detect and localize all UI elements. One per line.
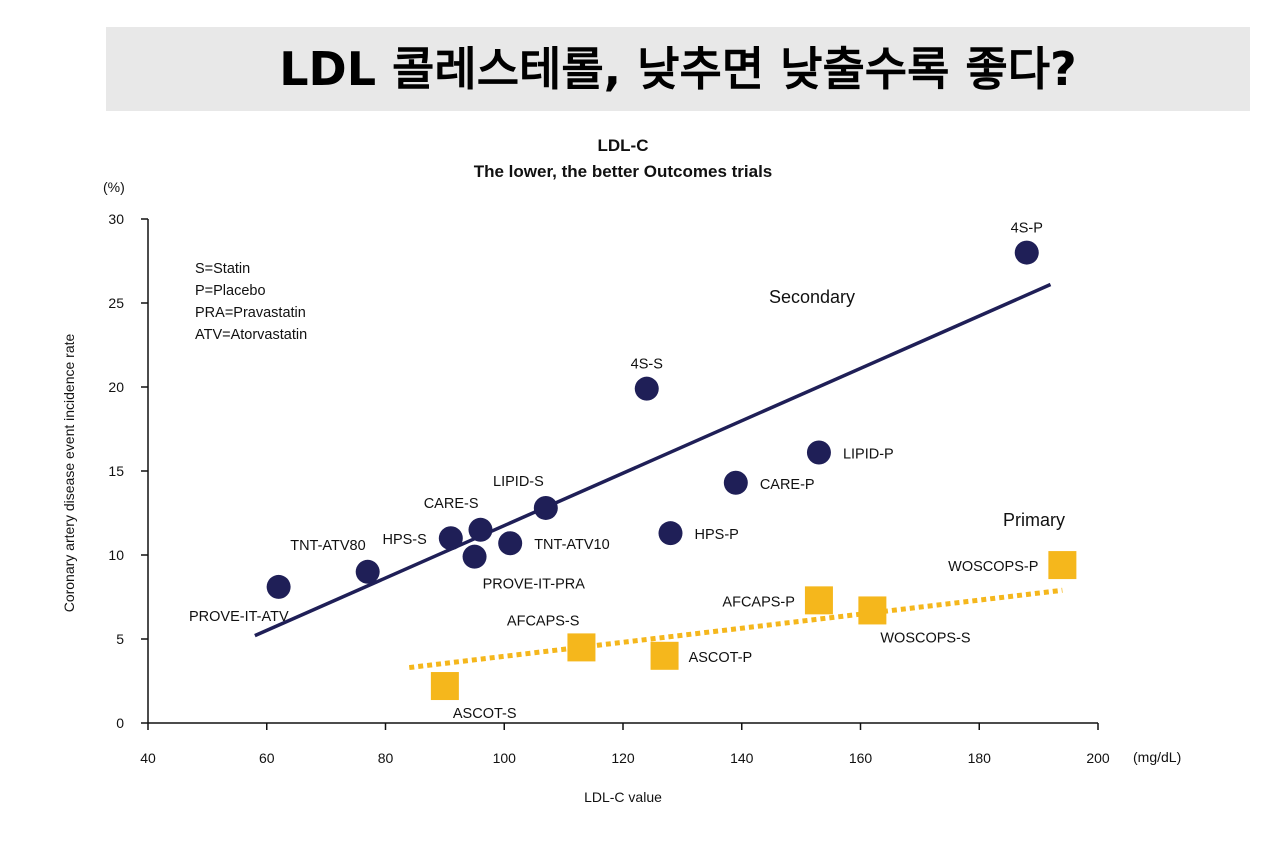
x-tick-label: 180 — [968, 750, 992, 766]
secondary-point — [1014, 240, 1039, 265]
primary-point — [650, 641, 679, 670]
x-tick-label: 40 — [140, 750, 156, 766]
point-label: TNT-ATV10 — [534, 537, 609, 553]
point-label: 4S-S — [631, 357, 663, 373]
secondary-point — [438, 526, 463, 551]
y-tick-label: 15 — [108, 463, 124, 479]
point-label: HPS-P — [695, 527, 739, 543]
y-tick-label: 10 — [108, 547, 124, 563]
chart-subtitle: The lower, the better Outcomes trials — [474, 162, 773, 181]
point-label: PROVE-IT-PRA — [483, 577, 586, 593]
chart-title: LDL-C — [598, 136, 649, 155]
secondary-trendline — [254, 282, 1052, 638]
point-label: TNT-ATV80 — [290, 538, 365, 554]
secondary-group-label: Secondary — [769, 287, 855, 307]
secondary-point — [806, 440, 831, 465]
legend-note: P=Placebo — [195, 283, 266, 299]
legend-note: PRA=Pravastatin — [195, 305, 306, 321]
primary-point — [804, 586, 833, 615]
point-label: WOSCOPS-S — [880, 630, 970, 646]
point-label: AFCAPS-P — [722, 594, 795, 610]
secondary-point — [533, 495, 558, 520]
x-tick-label: 140 — [730, 750, 754, 766]
secondary-point — [634, 376, 659, 401]
point-labels: PROVE-IT-ATV TNT-ATV80 HPS-S CARE-S PROVE-IT… — [189, 221, 1043, 722]
point-label: WOSCOPS-P — [948, 559, 1038, 575]
primary-trendline — [408, 587, 1063, 671]
secondary-point — [723, 470, 748, 495]
point-label: ASCOT-S — [453, 706, 517, 722]
title-banner: LDL 콜레스테롤, 낮추면 낮출수록 좋다? — [106, 27, 1250, 111]
trendlines — [254, 282, 1063, 671]
primary-point — [1048, 551, 1077, 580]
secondary-point — [468, 517, 493, 542]
secondary-point — [498, 531, 523, 556]
point-label: HPS-S — [382, 532, 426, 548]
y-axis-unit: (%) — [103, 179, 125, 195]
point-label: PROVE-IT-ATV — [189, 609, 289, 625]
point-label: ASCOT-P — [689, 650, 753, 666]
primary-point — [858, 596, 887, 625]
legend-notes: S=Statin P=Placebo PRA=Pravastatin ATV=A… — [195, 261, 307, 343]
primary-point — [567, 633, 596, 662]
legend-note: S=Statin — [195, 261, 250, 277]
y-tick-label: 0 — [116, 715, 124, 731]
x-axis-label: LDL-C value — [584, 789, 662, 805]
x-tick-label: 60 — [259, 750, 275, 766]
y-tick-label: 30 — [108, 211, 124, 227]
point-label: 4S-P — [1011, 221, 1043, 237]
legend-note: ATV=Atorvastatin — [195, 327, 307, 343]
point-label: CARE-P — [760, 477, 815, 493]
axes: 40 60 80 100 120 140 160 180 200 0 5 10 15 20 25 30 — [108, 211, 1109, 766]
x-tick-label: 160 — [849, 750, 873, 766]
point-label: LIPID-S — [493, 474, 544, 490]
x-tick-label: 80 — [378, 750, 394, 766]
y-axis-label: Coronary artery disease event incidence … — [61, 333, 77, 612]
secondary-point — [658, 521, 683, 546]
primary-group-label: Primary — [1003, 510, 1065, 530]
secondary-point — [462, 544, 487, 569]
x-tick-label: 200 — [1086, 750, 1110, 766]
point-label: LIPID-P — [843, 447, 894, 463]
point-label: AFCAPS-S — [507, 613, 580, 629]
y-tick-label: 25 — [108, 295, 124, 311]
x-tick-label: 100 — [493, 750, 517, 766]
x-tick-label: 120 — [611, 750, 635, 766]
page-title: LDL 콜레스테롤, 낮추면 낮출수록 좋다? — [279, 42, 1077, 96]
point-label: CARE-S — [424, 496, 479, 512]
x-axis-unit: (mg/dL) — [1133, 749, 1181, 765]
secondary-point — [266, 574, 291, 599]
y-tick-label: 5 — [116, 631, 124, 647]
primary-point — [430, 672, 459, 701]
data-points — [266, 240, 1077, 701]
y-tick-label: 20 — [108, 379, 124, 395]
secondary-point — [355, 559, 380, 584]
